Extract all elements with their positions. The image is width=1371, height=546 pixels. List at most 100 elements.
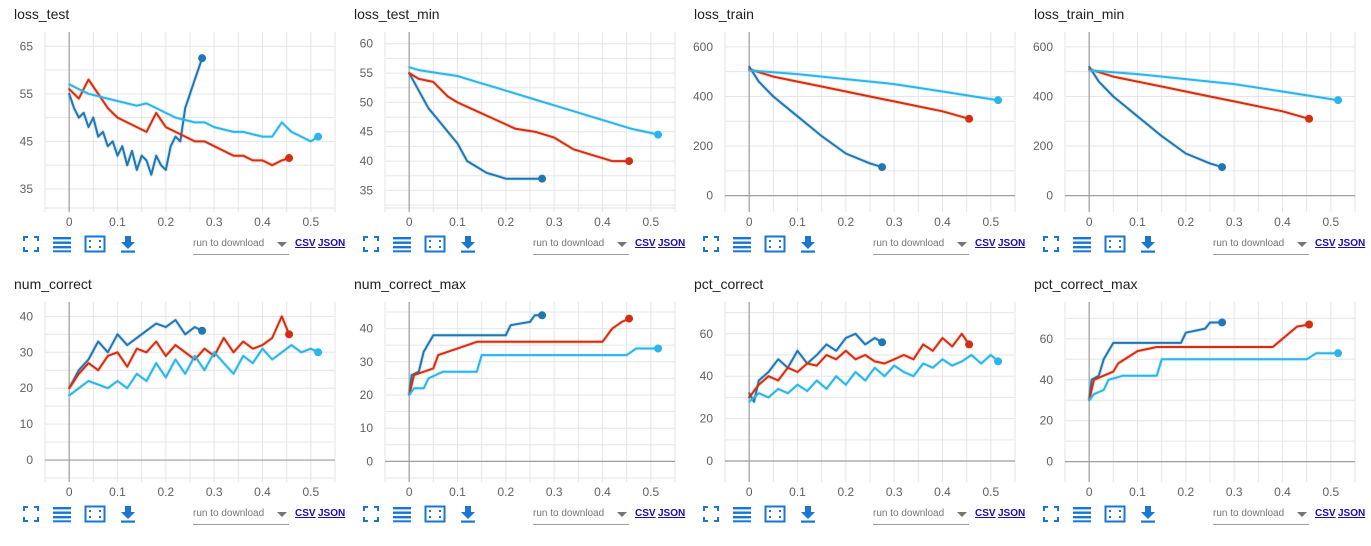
log-scale-icon[interactable] [1072,505,1094,525]
fit-domain-icon[interactable] [702,235,724,255]
series-end-marker[interactable] [878,163,887,172]
series-end-marker[interactable] [198,54,207,63]
json-download-link[interactable]: JSON [998,508,1026,519]
series-line[interactable] [408,317,631,396]
series-end-marker[interactable] [285,154,294,163]
json-download-link[interactable]: JSON [318,238,346,249]
series-line[interactable] [408,72,544,180]
json-download-link[interactable]: JSON [318,508,346,519]
series-line[interactable] [408,66,660,136]
series-line[interactable] [68,344,320,397]
download-icon[interactable] [1140,505,1162,525]
fit-domain-icon[interactable] [22,235,44,255]
series-line[interactable] [748,65,884,169]
fit-domain-icon[interactable] [1042,505,1064,525]
expand-icon[interactable] [424,235,446,255]
expand-icon[interactable] [764,505,786,525]
series-line[interactable] [748,332,971,399]
series-line[interactable] [1088,323,1311,402]
chart-plot[interactable]: 35 45 55 65 0 0.1 0.2 0.3 0.4 0.5 [0,28,340,230]
csv-download-link[interactable]: CSV [635,508,656,519]
run-to-download-select[interactable]: run to download [873,504,969,525]
run-to-download-select[interactable]: run to download [193,504,289,525]
series-end-marker[interactable] [314,132,323,141]
series-end-marker[interactable] [654,130,663,139]
series-line[interactable] [408,314,544,396]
run-to-download-select[interactable]: run to download [873,234,969,255]
series-line[interactable] [408,72,631,163]
series-line[interactable] [1088,68,1311,120]
series-end-marker[interactable] [314,348,323,357]
series-end-marker[interactable] [654,344,663,353]
chart-plot[interactable]: 0 200 400 600 0 0.1 0.2 0.3 0.4 0.5 [1020,28,1360,230]
expand-icon[interactable] [84,505,106,525]
expand-icon[interactable] [764,235,786,255]
csv-download-link[interactable]: CSV [1315,508,1336,519]
series-end-marker[interactable] [1305,320,1314,329]
log-scale-icon[interactable] [52,505,74,525]
log-scale-icon[interactable] [392,505,414,525]
series-line[interactable] [408,347,660,396]
series-line[interactable] [1088,321,1224,402]
series-line[interactable] [748,332,884,403]
csv-download-link[interactable]: CSV [295,238,316,249]
chart-plot[interactable]: 35 40 45 50 55 60 0 0.1 0.2 0.3 0.4 0.5 [340,28,680,230]
run-to-download-select[interactable]: run to download [1213,504,1309,525]
fit-domain-icon[interactable] [702,505,724,525]
json-download-link[interactable]: JSON [1338,508,1366,519]
expand-icon[interactable] [84,235,106,255]
csv-download-link[interactable]: CSV [295,508,316,519]
series-end-marker[interactable] [1334,96,1343,105]
series-line[interactable] [68,315,291,390]
download-icon[interactable] [460,505,482,525]
series-line[interactable] [68,57,204,176]
run-to-download-select[interactable]: run to download [533,504,629,525]
series-line[interactable] [748,354,1000,403]
series-line[interactable] [1088,65,1224,169]
series-end-marker[interactable] [965,114,974,123]
series-end-marker[interactable] [198,326,207,335]
series-end-marker[interactable] [538,311,547,320]
series-line[interactable] [68,319,204,390]
series-end-marker[interactable] [1218,163,1227,172]
series-end-marker[interactable] [1334,349,1343,358]
chart-plot[interactable]: 0 10 20 30 40 0 0.1 0.2 0.3 0.4 0.5 [340,298,680,500]
run-to-download-select[interactable]: run to download [193,234,289,255]
download-icon[interactable] [120,505,142,525]
json-download-link[interactable]: JSON [1338,238,1366,249]
series-end-marker[interactable] [625,314,634,323]
series-end-marker[interactable] [878,338,887,347]
log-scale-icon[interactable] [392,235,414,255]
expand-icon[interactable] [1104,235,1126,255]
series-line[interactable] [68,83,320,143]
csv-download-link[interactable]: CSV [635,238,656,249]
csv-download-link[interactable]: CSV [975,508,996,519]
download-icon[interactable] [120,235,142,255]
run-to-download-select[interactable]: run to download [533,234,629,255]
series-end-marker[interactable] [1218,318,1227,327]
download-icon[interactable] [1140,235,1162,255]
log-scale-icon[interactable] [732,235,754,255]
series-end-marker[interactable] [965,340,974,349]
series-end-marker[interactable] [285,330,294,339]
json-download-link[interactable]: JSON [658,238,686,249]
chart-plot[interactable]: 0 200 400 600 0 0.1 0.2 0.3 0.4 0.5 [680,28,1020,230]
log-scale-icon[interactable] [732,505,754,525]
expand-icon[interactable] [1104,505,1126,525]
expand-icon[interactable] [424,505,446,525]
download-icon[interactable] [460,235,482,255]
series-line[interactable] [68,78,291,167]
log-scale-icon[interactable] [1072,235,1094,255]
csv-download-link[interactable]: CSV [975,238,996,249]
log-scale-icon[interactable] [52,235,74,255]
fit-domain-icon[interactable] [1042,235,1064,255]
series-line[interactable] [748,68,971,120]
fit-domain-icon[interactable] [362,235,384,255]
run-to-download-select[interactable]: run to download [1213,234,1309,255]
series-line[interactable] [1088,69,1340,102]
series-end-marker[interactable] [538,174,547,183]
series-line[interactable] [748,69,1000,102]
fit-domain-icon[interactable] [22,505,44,525]
fit-domain-icon[interactable] [362,505,384,525]
series-end-marker[interactable] [994,357,1003,366]
